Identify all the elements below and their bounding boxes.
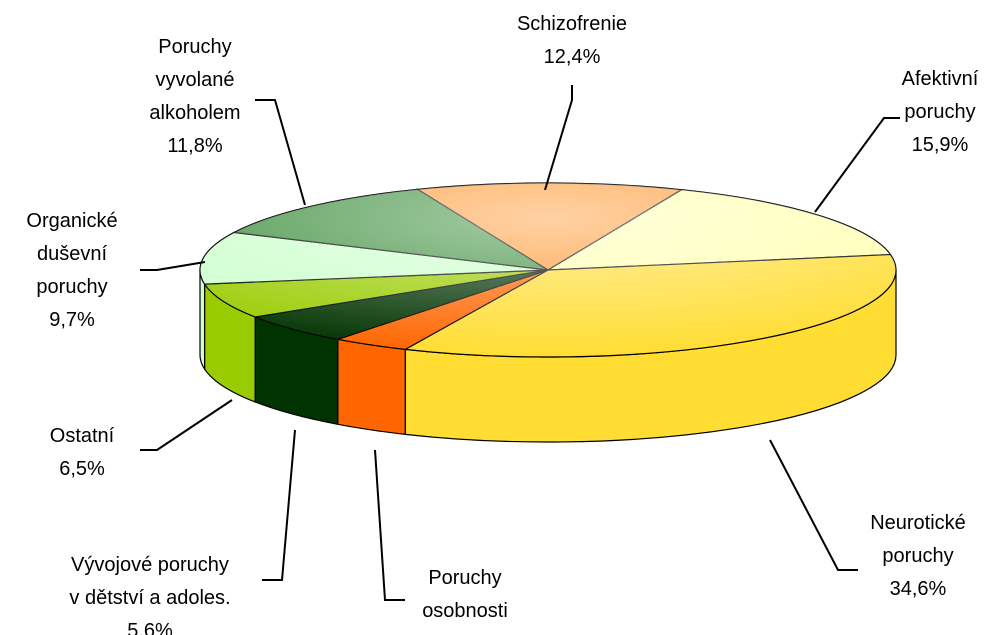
value-label: 5,6% [127,620,173,635]
category-label: Schizofrenie [516,13,628,35]
value-label: 15,9% [911,134,969,156]
leader-line [814,117,900,213]
slice-label: Afektivní poruchy 15,9% [902,63,979,162]
value-label: 3,6% [422,628,508,635]
value-label: 11,8% [167,135,223,157]
leader-line [255,99,306,206]
slice-label: Organické duševní poruchy 9,7% [26,205,117,337]
slice-label: Schizofrenie 12,4% [517,8,627,74]
category-label: Ostatní [49,425,115,447]
category-label: Neurotické poruchy [870,512,966,567]
leader-line [140,261,206,271]
slice-label: Vývojové poruchy v dětství a adoles. 5,6% [69,549,230,635]
category-label: Poruchy vyvolané alkoholem [149,36,241,124]
category-label: Organické duševní poruchy [26,210,118,298]
leader-line [544,85,573,191]
category-label: Afektivní poruchy [901,68,979,123]
value-label: 9,7% [49,309,95,331]
slice-side [337,338,406,436]
value-label: 12,4% [543,46,601,68]
leader-line [769,439,858,571]
slice-label: Neurotické poruchy 34,6% [870,507,966,606]
value-label: 6,5% [59,458,105,480]
category-label: Vývojové poruchy v dětství a adoles. [69,554,231,609]
leader-line [374,449,405,601]
slice-side [199,269,206,372]
slice-label: Poruchy osobnosti 3,6% [422,562,508,635]
leader-line [140,399,233,451]
value-label: 34,6% [889,578,947,600]
leader-line [262,429,296,581]
slice-label: Ostatní 6,5% [50,420,114,486]
slice-label: Poruchy vyvolané alkoholem 11,8% [149,31,240,163]
category-label: Poruchy osobnosti [422,567,508,622]
